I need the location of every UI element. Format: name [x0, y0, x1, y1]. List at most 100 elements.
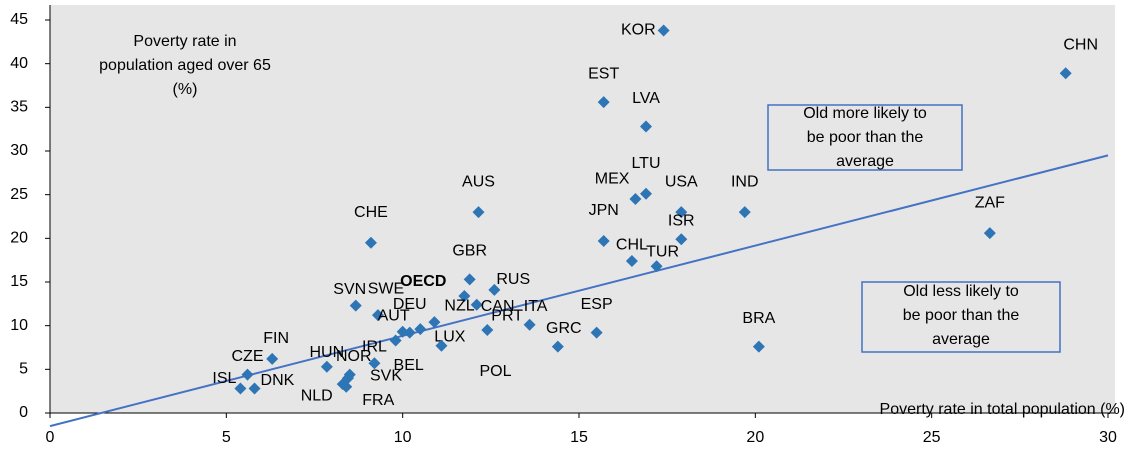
point-label: DNK — [261, 372, 295, 389]
point-label: LTU — [631, 155, 660, 172]
point — [1059, 67, 1072, 80]
y-tick-label: 15 — [10, 273, 28, 290]
point — [470, 298, 483, 311]
point — [396, 325, 409, 338]
point — [551, 340, 564, 353]
point-label: CZE — [231, 348, 263, 365]
x-axis-label: Poverty rate in total population (%) — [880, 401, 1125, 418]
point-label: NLD — [301, 387, 333, 404]
y-tick-label: 0 — [19, 404, 28, 421]
point — [738, 206, 751, 219]
annotation: average — [932, 331, 990, 348]
point-label: MEX — [595, 170, 630, 187]
annotation: Old less likely to — [903, 283, 1019, 300]
point-label: GRC — [546, 320, 582, 337]
point — [266, 352, 279, 365]
point — [458, 289, 471, 302]
point — [625, 255, 638, 268]
point — [428, 316, 441, 329]
x-tick-label: 25 — [923, 429, 941, 446]
point — [241, 368, 254, 381]
point-label: TUR — [646, 243, 679, 260]
point — [364, 236, 377, 249]
point — [414, 323, 427, 336]
point — [248, 382, 261, 395]
annotation: be poor than the — [903, 307, 1020, 324]
point-label: NZL — [444, 297, 474, 314]
point-label: GBR — [452, 243, 487, 260]
y-axis-label: (%) — [173, 81, 198, 98]
point — [675, 233, 688, 246]
point-label: ISR — [668, 212, 695, 229]
x-tick-label: 20 — [746, 429, 764, 446]
point — [472, 206, 485, 219]
x-tick-label: 30 — [1099, 429, 1117, 446]
point-label: AUS — [462, 173, 495, 190]
x-tick-label: 15 — [570, 429, 588, 446]
y-axis-label: Poverty rate in — [133, 33, 236, 50]
point — [435, 339, 448, 352]
point-label: RUS — [496, 271, 530, 288]
point — [389, 334, 402, 347]
y-tick-label: 35 — [10, 99, 28, 116]
point-label: SWE — [368, 280, 404, 297]
y-axis-label: population aged over 65 — [99, 57, 271, 74]
annotation-box — [767, 104, 963, 171]
point-label: HUN — [310, 344, 345, 361]
point — [523, 318, 536, 331]
point — [234, 382, 247, 395]
y-tick-label: 40 — [10, 55, 28, 72]
x-tick-label: 10 — [394, 429, 412, 446]
point-label: LVA — [632, 90, 660, 107]
point — [481, 324, 494, 337]
point — [597, 96, 610, 109]
point-label: JPN — [589, 202, 619, 219]
point — [597, 234, 610, 247]
y-tick-label: 30 — [10, 142, 28, 159]
point-label: IND — [731, 173, 759, 190]
annotation: be poor than the — [807, 129, 924, 146]
point-label: FIN — [263, 330, 289, 347]
y-tick-label: 45 — [10, 11, 28, 28]
annotation: Old more likely to — [803, 105, 927, 122]
point-label: ZAF — [975, 194, 1005, 211]
point-label: ISL — [212, 370, 236, 387]
point — [403, 326, 416, 339]
point-label: NOR — [336, 348, 372, 365]
point — [657, 24, 670, 37]
point-label: POL — [479, 363, 511, 380]
y-tick-label: 10 — [10, 317, 28, 334]
trend-line — [49, 154, 1109, 428]
annotation: average — [836, 153, 894, 170]
point-label: EST — [588, 65, 619, 82]
point-label: AUT — [378, 308, 410, 325]
point — [629, 193, 642, 206]
y-tick-label: 20 — [10, 230, 28, 247]
point-label: CHN — [1063, 36, 1098, 53]
point-label: IRL — [362, 338, 387, 355]
x-tick-label: 5 — [222, 429, 231, 446]
point — [590, 326, 603, 339]
point-label: DEU — [393, 296, 427, 313]
point — [368, 357, 381, 370]
point — [320, 360, 333, 373]
point-label: SVN — [333, 281, 366, 298]
point-label: BRA — [742, 310, 775, 327]
point-label: USA — [665, 173, 698, 190]
point — [463, 273, 476, 286]
y-tick-label: 5 — [19, 361, 28, 378]
point — [675, 206, 688, 219]
point — [983, 227, 996, 240]
point — [349, 299, 362, 312]
point-label: PRT — [491, 307, 523, 324]
point — [371, 309, 384, 322]
point-label: ESP — [581, 296, 613, 313]
point — [640, 120, 653, 133]
point — [650, 260, 663, 273]
x-tick-label: 0 — [46, 429, 55, 446]
point-label: OECD — [400, 273, 446, 290]
point — [488, 283, 501, 296]
point-label: FRA — [362, 392, 394, 409]
point-label: SVK — [370, 367, 402, 384]
